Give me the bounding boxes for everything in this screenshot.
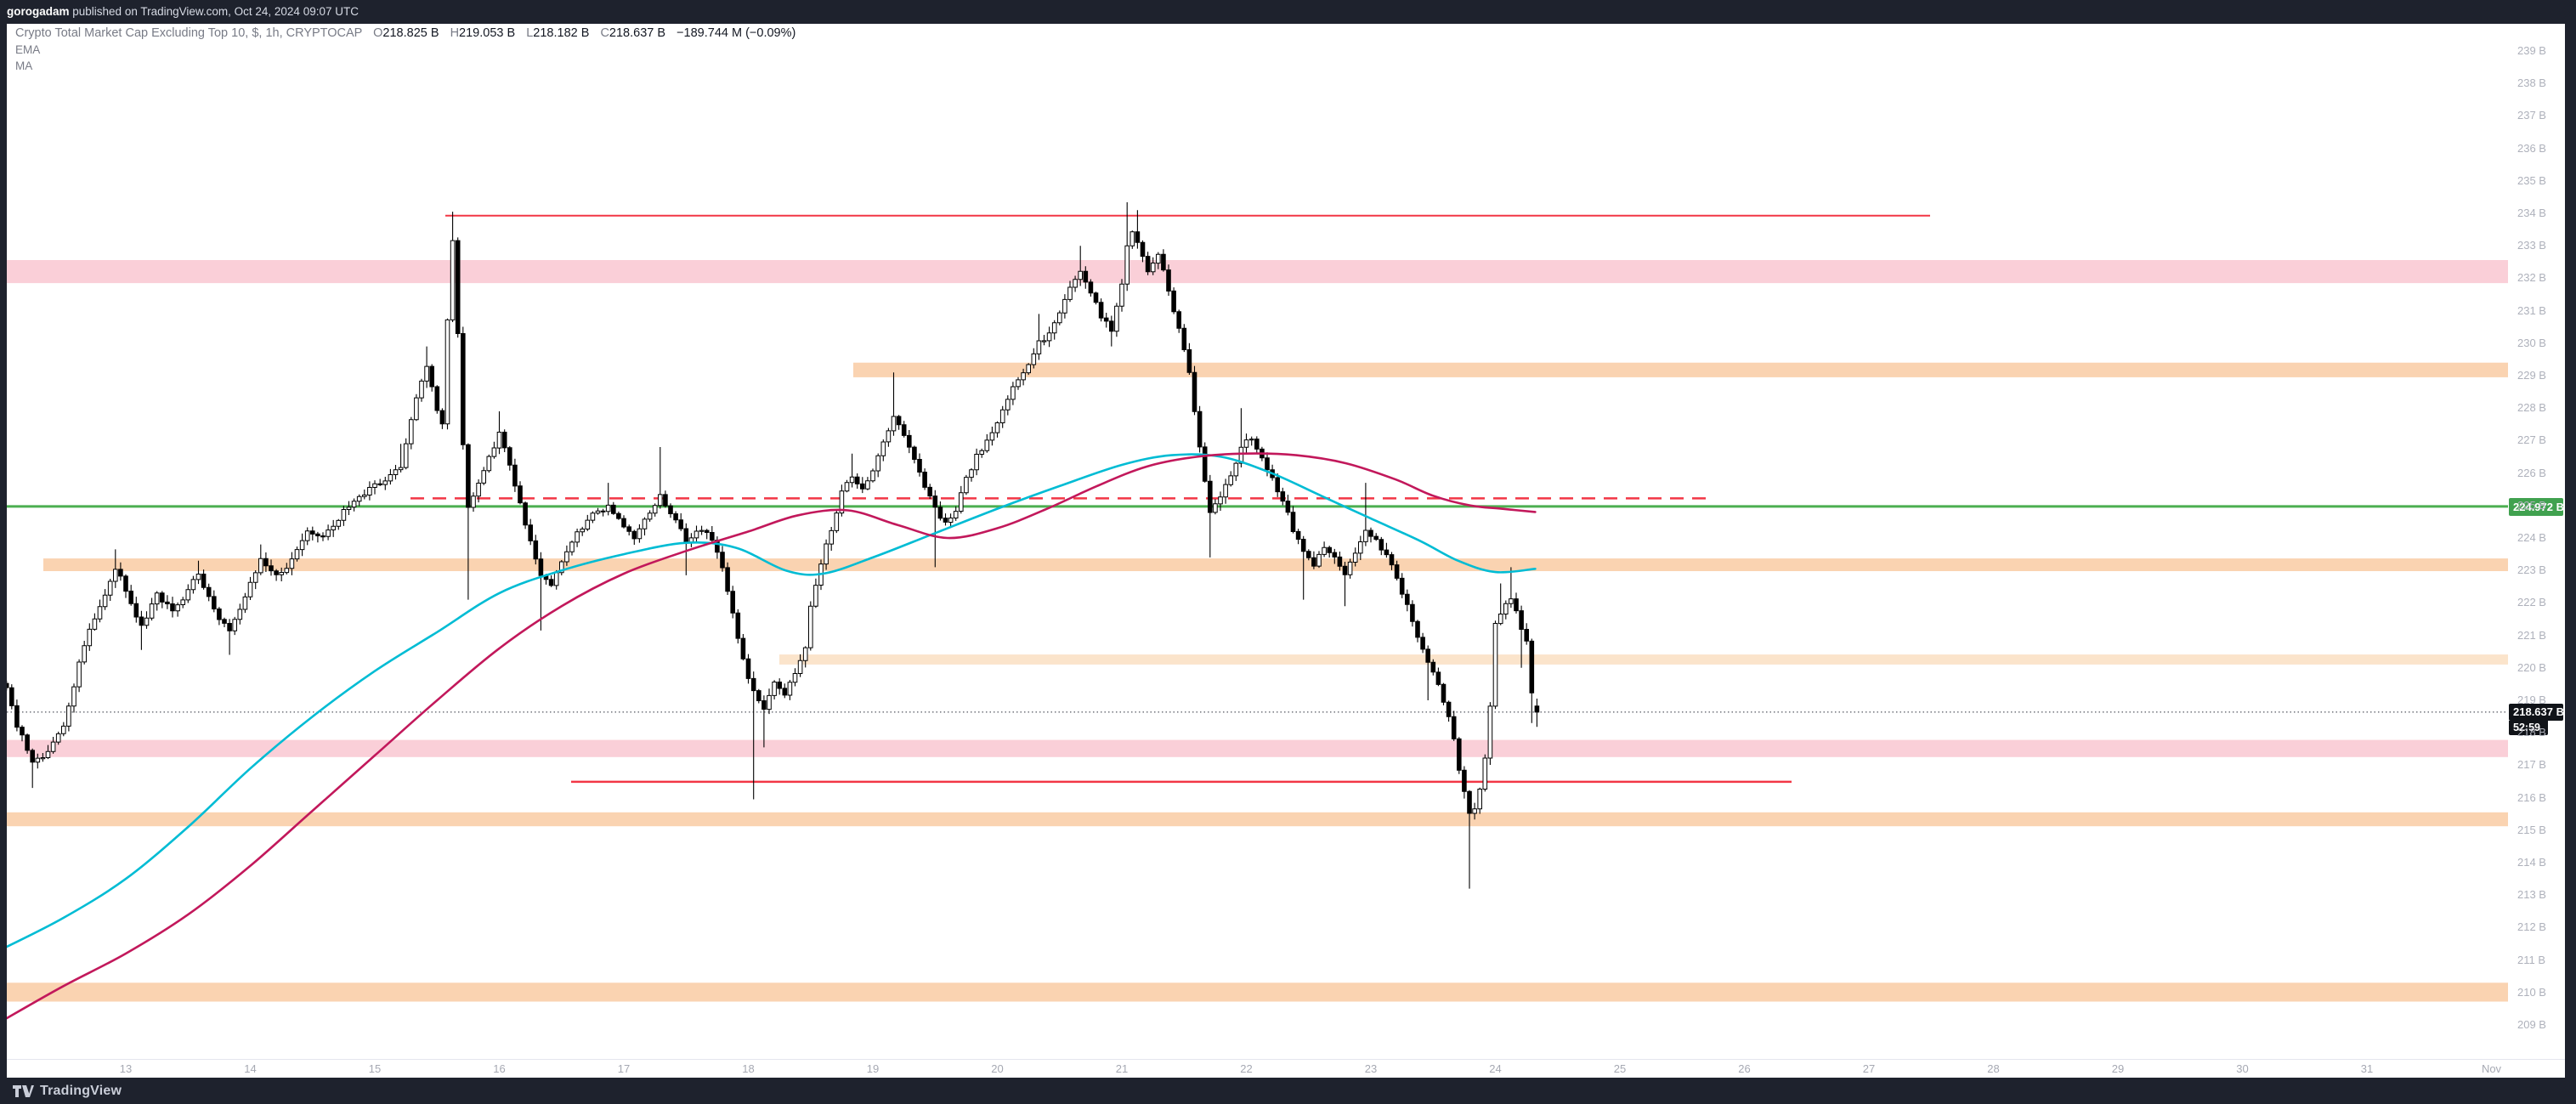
time-tick: 31	[2360, 1062, 2374, 1075]
price-tick: 217 B	[2517, 758, 2546, 772]
price-tick: 232 B	[2517, 271, 2546, 285]
price-tick: 233 B	[2517, 239, 2546, 252]
price-tick: 234 B	[2517, 207, 2546, 219]
price-tick: 215 B	[2517, 823, 2546, 836]
time-tick: 30	[2236, 1062, 2249, 1075]
left-chrome-strip	[0, 24, 7, 1078]
price-axis[interactable]: 224.972 B 218.637 B 52:59 209 B 210 B 211 …	[2508, 24, 2565, 1059]
price-tick: 211 B	[2517, 953, 2546, 966]
price-tick: 238 B	[2517, 76, 2546, 90]
supply-demand-zone	[7, 982, 2508, 1002]
supply-demand-zone	[7, 739, 2508, 757]
candles-down	[7, 231, 1540, 814]
publish-username: gorogadam	[7, 5, 70, 18]
price-tick: 219 B	[2517, 694, 2546, 706]
supply-demand-zone	[43, 558, 2508, 571]
supply-demand-zone	[853, 362, 2508, 377]
tradingview-logo-icon	[13, 1084, 34, 1097]
time-tick: 19	[866, 1062, 880, 1075]
time-tick: 25	[1613, 1062, 1627, 1075]
price-tick: 214 B	[2517, 856, 2546, 869]
price-tick: 222 B	[2517, 596, 2546, 609]
time-tick: 27	[1862, 1062, 1876, 1075]
ohlc-open-value: 218.825 B	[382, 26, 439, 40]
legend-indicator-ema[interactable]: EMA	[15, 43, 41, 56]
candles-up	[35, 231, 1514, 814]
time-tick: 16	[493, 1062, 506, 1075]
time-tick: 26	[1738, 1062, 1751, 1075]
candle-wicks	[7, 202, 1537, 889]
last-price-axis-label: 218.637 B	[2509, 703, 2564, 721]
price-tick: 212 B	[2517, 920, 2546, 934]
time-tick: 22	[1240, 1062, 1253, 1075]
price-tick: 209 B	[2517, 1018, 2546, 1031]
ohlc-low-value: 218.182 B	[533, 26, 590, 40]
time-tick: 21	[1115, 1062, 1129, 1075]
time-tick: 24	[1489, 1062, 1502, 1075]
bar-countdown-label: 52:59	[2509, 720, 2548, 735]
right-chrome-strip	[2565, 24, 2576, 1078]
time-tick: 17	[617, 1062, 631, 1075]
tradingview-brand-text: TradingView	[40, 1083, 122, 1098]
plot-area	[7, 202, 2508, 1020]
price-tick: 223 B	[2517, 563, 2546, 577]
price-tick: 218 B	[2517, 726, 2546, 739]
green-level-axis-label: 224.972 B	[2509, 497, 2564, 516]
price-tick: 224 B	[2517, 531, 2546, 544]
symbol-title: Crypto Total Market Cap Excluding Top 10…	[15, 26, 363, 40]
price-tick: 221 B	[2517, 628, 2546, 642]
price-tick: 236 B	[2517, 141, 2546, 155]
price-tick: 228 B	[2517, 401, 2546, 415]
time-tick: 23	[1364, 1062, 1378, 1075]
bottom-toolbar: TradingView	[0, 1078, 2576, 1104]
legend-symbol-row[interactable]: Crypto Total Market Cap Excluding Top 10…	[15, 26, 795, 40]
time-tick: 13	[119, 1062, 133, 1075]
ohlc-low-key: L	[526, 26, 534, 40]
price-tick: 237 B	[2517, 109, 2546, 122]
price-tick: 231 B	[2517, 303, 2546, 317]
ohlc-open-key: O	[373, 26, 383, 40]
time-tick: 18	[742, 1062, 755, 1075]
price-tick: 239 B	[2517, 44, 2546, 57]
ema-line	[7, 453, 1537, 948]
publish-banner: gorogadam published on TradingView.com, …	[0, 0, 2576, 24]
publish-text: published on TradingView.com, Oct 24, 20…	[69, 5, 359, 18]
price-tick: 229 B	[2517, 369, 2546, 382]
time-tick: 14	[244, 1062, 257, 1075]
tradingview-logo[interactable]: TradingView	[12, 1084, 122, 1099]
price-tick: 230 B	[2517, 336, 2546, 349]
ohlc-close-value: 218.637 B	[609, 26, 666, 40]
ohlc-close-key: C	[600, 26, 609, 40]
time-tick: Nov	[2481, 1062, 2502, 1075]
time-tick: 29	[2111, 1062, 2125, 1075]
price-tick: 216 B	[2517, 790, 2546, 804]
supply-demand-zone	[779, 654, 2508, 665]
supply-demand-zone	[7, 812, 2508, 827]
ma-line	[7, 452, 1537, 1020]
legend-indicator-ma[interactable]: MA	[15, 59, 33, 72]
price-tick: 225 B	[2517, 498, 2546, 512]
time-tick: 20	[991, 1062, 1004, 1075]
ohlc-high-key: H	[450, 26, 460, 40]
price-tick: 235 B	[2517, 173, 2546, 187]
chart-legend: Crypto Total Market Cap Excluding Top 10…	[15, 26, 795, 72]
change-value: −189.744 M (−0.09%)	[677, 26, 796, 40]
time-tick: 28	[1987, 1062, 2000, 1075]
price-tick: 213 B	[2517, 888, 2546, 902]
price-tick: 220 B	[2517, 660, 2546, 674]
ohlc-high-value: 219.053 B	[459, 26, 516, 40]
time-tick: 15	[368, 1062, 382, 1075]
price-tick: 227 B	[2517, 433, 2546, 447]
supply-demand-zone	[7, 260, 2508, 284]
time-axis[interactable]: 13 14 15 16 17 18 19 20 21 22 23 24 25 26 27 28 29 30 31 No…	[7, 1059, 2565, 1078]
price-tick: 226 B	[2517, 466, 2546, 479]
price-tick: 210 B	[2517, 985, 2546, 999]
